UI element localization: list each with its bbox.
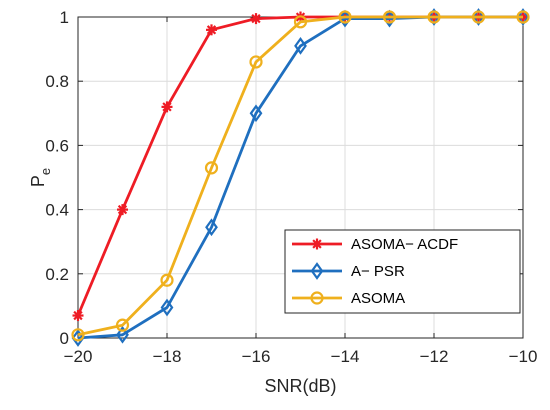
- legend-marker: [310, 291, 324, 305]
- y-tick-label: 0.6: [45, 136, 69, 155]
- legend: ASOMA− ACDF A− PSR ASOMA: [284, 229, 521, 314]
- x-axis-label: SNR(dB): [264, 376, 336, 396]
- series-line: [77, 15, 523, 337]
- data-point: [161, 101, 173, 113]
- data-point: [72, 310, 84, 322]
- legend-item: ASOMA− ACDF: [292, 236, 458, 253]
- x-tick-label: −14: [331, 347, 360, 366]
- data-point: [472, 8, 485, 26]
- x-tick-label: −16: [242, 347, 271, 366]
- legend-marker: [311, 238, 323, 250]
- series-layer: [71, 8, 530, 347]
- legend-label: ASOMA: [351, 290, 405, 307]
- legend-marker: [310, 262, 324, 280]
- data-point: [516, 8, 530, 26]
- x-tick-label: −20: [64, 347, 93, 366]
- grid-lines: [77, 16, 524, 339]
- y-axis-label: Pe: [28, 168, 53, 187]
- data-point: [160, 273, 174, 287]
- data-point: [115, 318, 130, 332]
- y-tick-label: 0.2: [45, 265, 69, 284]
- data-point: [249, 104, 263, 123]
- data-point: [71, 329, 85, 347]
- data-point: [516, 10, 530, 24]
- data-point: [294, 37, 307, 55]
- x-tick-label: −18: [153, 347, 182, 366]
- data-point: [293, 15, 308, 29]
- legend-item: A− PSR: [292, 262, 405, 280]
- data-point: [116, 325, 129, 344]
- y-tick-label: 1: [60, 8, 69, 27]
- y-tick-label: 0: [60, 329, 69, 348]
- data-point: [204, 161, 219, 175]
- data-point: [205, 218, 218, 237]
- legend-label: ASOMA− ACDF: [351, 236, 458, 253]
- data-point: [338, 10, 352, 24]
- data-point: [471, 10, 486, 24]
- data-point: [382, 10, 397, 24]
- y-tick-label: 0.4: [45, 201, 69, 220]
- svg-text:Pe: Pe: [28, 168, 53, 187]
- x-tick-label: −12: [420, 347, 449, 366]
- y-tick-label: 0.8: [45, 72, 69, 91]
- data-point: [249, 55, 263, 69]
- data-point: [427, 10, 441, 24]
- x-tick-label: −10: [509, 347, 538, 366]
- legend-label: A− PSR: [351, 263, 405, 280]
- data-point: [117, 204, 128, 216]
- y-axis-label-subscript: e: [38, 168, 53, 175]
- series-2: [71, 10, 530, 342]
- data-point: [160, 298, 174, 317]
- data-point: [427, 8, 441, 26]
- data-point: [71, 328, 85, 342]
- legend-item: ASOMA: [292, 290, 405, 307]
- y-axis-label-main: P: [28, 175, 48, 187]
- data-point: [250, 13, 262, 25]
- axis-ticks: −20 −18 −16 −14 −12 −10 0 0.2 0.4 0.6 0.8 1: [45, 8, 537, 366]
- data-point: [206, 24, 217, 36]
